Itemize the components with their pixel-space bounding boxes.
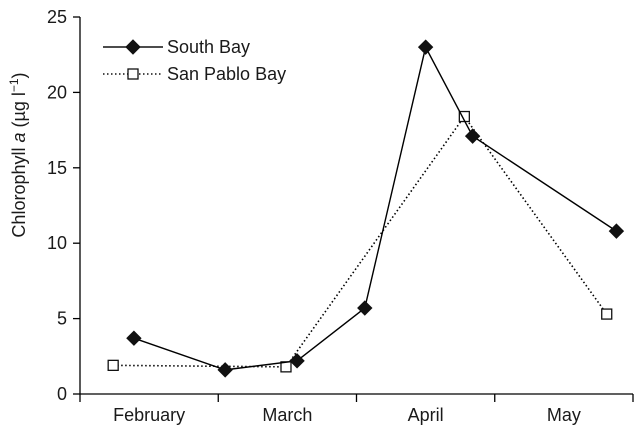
legend-marker-square bbox=[127, 68, 139, 80]
legend: South Bay San Pablo Bay bbox=[103, 37, 286, 84]
data-point-diamond bbox=[608, 223, 625, 239]
legend-entry: South Bay bbox=[103, 37, 250, 57]
x-category-label: May bbox=[547, 405, 581, 425]
y-tick-label: 5 bbox=[57, 309, 67, 329]
data-point-diamond bbox=[126, 330, 142, 346]
legend-label: South Bay bbox=[167, 37, 250, 57]
y-tick-label: 0 bbox=[57, 384, 67, 404]
series-layer bbox=[107, 39, 625, 378]
data-point-diamond bbox=[417, 39, 434, 55]
y-tick-label: 15 bbox=[47, 158, 67, 178]
legend-label: San Pablo Bay bbox=[167, 64, 286, 84]
y-axis-label-sup: −1 bbox=[7, 78, 21, 92]
data-point-diamond bbox=[464, 128, 481, 144]
series-line bbox=[113, 115, 608, 368]
x-category-label: March bbox=[262, 405, 312, 425]
data-point-diamond bbox=[357, 300, 373, 316]
data-point-diamond bbox=[217, 362, 233, 378]
y-tick-label: 25 bbox=[47, 7, 67, 27]
data-point-square bbox=[107, 359, 119, 371]
y-tick-label: 10 bbox=[47, 233, 67, 253]
y-axis-label: Chlorophyll a (µg l−1) bbox=[7, 72, 29, 237]
y-axis-label-unit: (µg l bbox=[9, 92, 29, 132]
y-axis-label-italic: a bbox=[9, 133, 29, 143]
series-line bbox=[133, 45, 617, 371]
x-category-label: April bbox=[408, 405, 444, 425]
axes: 0 5 10 15 20 25 February March April May bbox=[47, 7, 634, 425]
legend-marker-diamond bbox=[125, 39, 141, 55]
y-axis-label-main: Chlorophyll bbox=[9, 143, 29, 238]
data-point-square bbox=[601, 308, 613, 320]
x-category-label: February bbox=[113, 405, 185, 425]
series-san-pablo-bay bbox=[107, 110, 613, 373]
data-point-diamond bbox=[289, 353, 305, 369]
y-tick-label: 20 bbox=[47, 82, 67, 102]
y-axis-label-close: ) bbox=[9, 72, 29, 78]
legend-entry: San Pablo Bay bbox=[103, 64, 286, 84]
series-south-bay bbox=[126, 39, 625, 378]
